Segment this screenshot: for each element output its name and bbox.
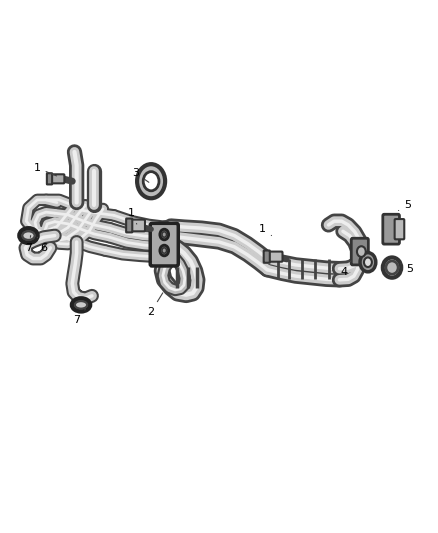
- Circle shape: [162, 248, 166, 253]
- Text: 5: 5: [401, 264, 413, 274]
- Text: 4: 4: [340, 261, 351, 277]
- Ellipse shape: [386, 261, 398, 274]
- Circle shape: [162, 232, 166, 237]
- FancyBboxPatch shape: [47, 173, 52, 184]
- Circle shape: [160, 229, 169, 240]
- Text: 1: 1: [259, 224, 272, 236]
- Circle shape: [360, 253, 376, 272]
- FancyBboxPatch shape: [268, 252, 283, 262]
- FancyBboxPatch shape: [383, 214, 399, 244]
- Text: 3: 3: [132, 168, 149, 182]
- Circle shape: [137, 164, 165, 198]
- Text: 1: 1: [34, 163, 57, 176]
- Ellipse shape: [75, 301, 87, 309]
- Ellipse shape: [19, 228, 38, 243]
- Ellipse shape: [72, 298, 90, 311]
- FancyBboxPatch shape: [150, 223, 178, 266]
- FancyBboxPatch shape: [351, 238, 368, 265]
- FancyBboxPatch shape: [49, 174, 64, 183]
- Circle shape: [143, 172, 159, 191]
- FancyBboxPatch shape: [126, 219, 132, 232]
- Text: 7: 7: [25, 236, 32, 253]
- Text: 7: 7: [73, 309, 85, 325]
- Text: 2: 2: [148, 293, 163, 317]
- Circle shape: [364, 257, 372, 267]
- FancyBboxPatch shape: [264, 251, 270, 263]
- FancyBboxPatch shape: [129, 220, 145, 231]
- Circle shape: [357, 246, 366, 257]
- Text: 6: 6: [37, 237, 47, 253]
- Circle shape: [160, 245, 169, 256]
- Text: 5: 5: [399, 200, 411, 211]
- FancyBboxPatch shape: [395, 219, 404, 239]
- Text: 1: 1: [128, 208, 137, 224]
- Ellipse shape: [22, 231, 35, 240]
